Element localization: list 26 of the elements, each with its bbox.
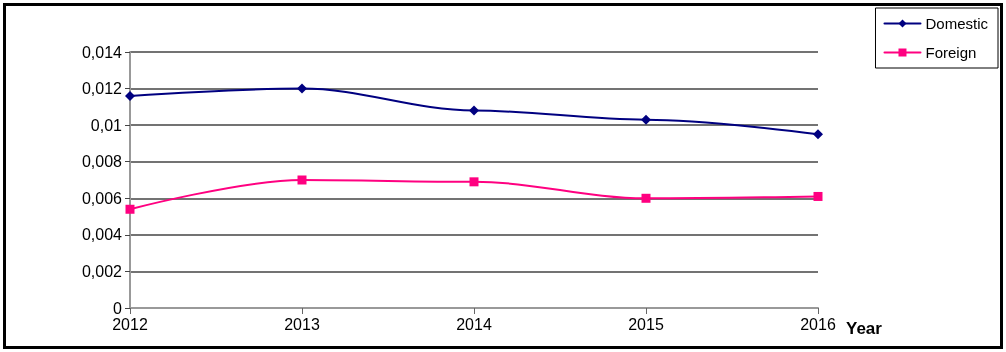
point [297,175,307,185]
x-axis-title: Year [846,319,883,338]
x-tick-label: 2014 [456,315,492,333]
y-tick-label: 0,014 [81,43,123,61]
point [469,105,479,116]
y-tick-label: 0,004 [81,226,123,244]
point [297,83,307,94]
point [125,90,135,101]
y-tick-label: 0 [113,299,123,317]
point [125,204,135,214]
y-tick-label: 0,006 [81,189,123,207]
legend-label: Domestic [925,15,989,32]
point [641,193,651,203]
y-tick-label: 0,008 [81,153,123,171]
y-tick-label: 0,01 [90,116,123,134]
y-tick-label: 0,002 [81,262,123,280]
x-tick-label: 2012 [112,315,148,333]
legend-label: Foreign [925,44,977,61]
x-tick-label: 2016 [800,315,836,333]
x-tick-label: 2013 [284,315,320,333]
point [641,114,651,125]
x-tick-label: 2015 [628,315,664,333]
point [813,191,823,201]
point [469,177,479,187]
point [813,129,823,140]
y-tick-label: 0,012 [81,80,123,98]
